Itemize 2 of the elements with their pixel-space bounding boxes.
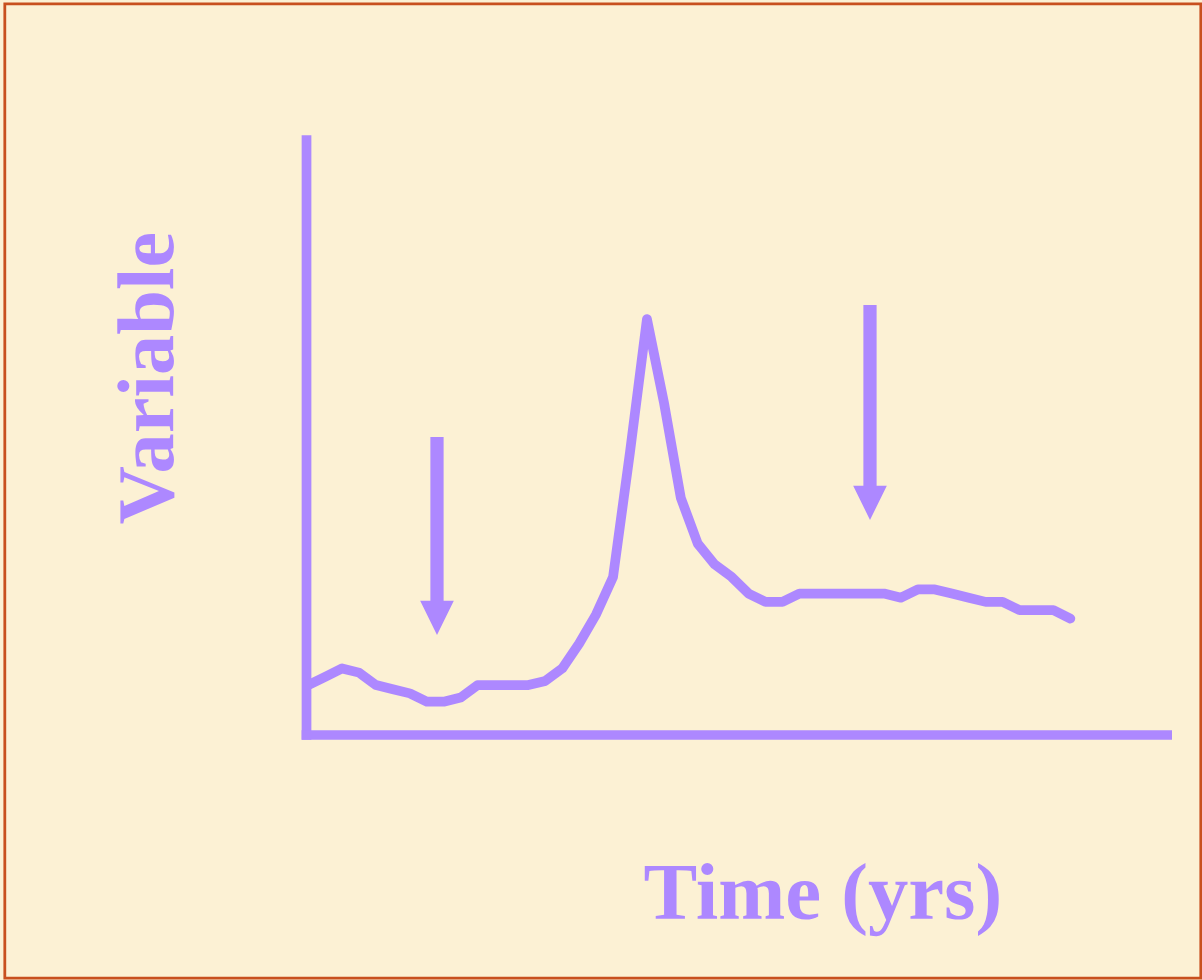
x-axis-title: Time (yrs) <box>644 862 999 937</box>
y-axis-title: Variable <box>117 233 175 524</box>
